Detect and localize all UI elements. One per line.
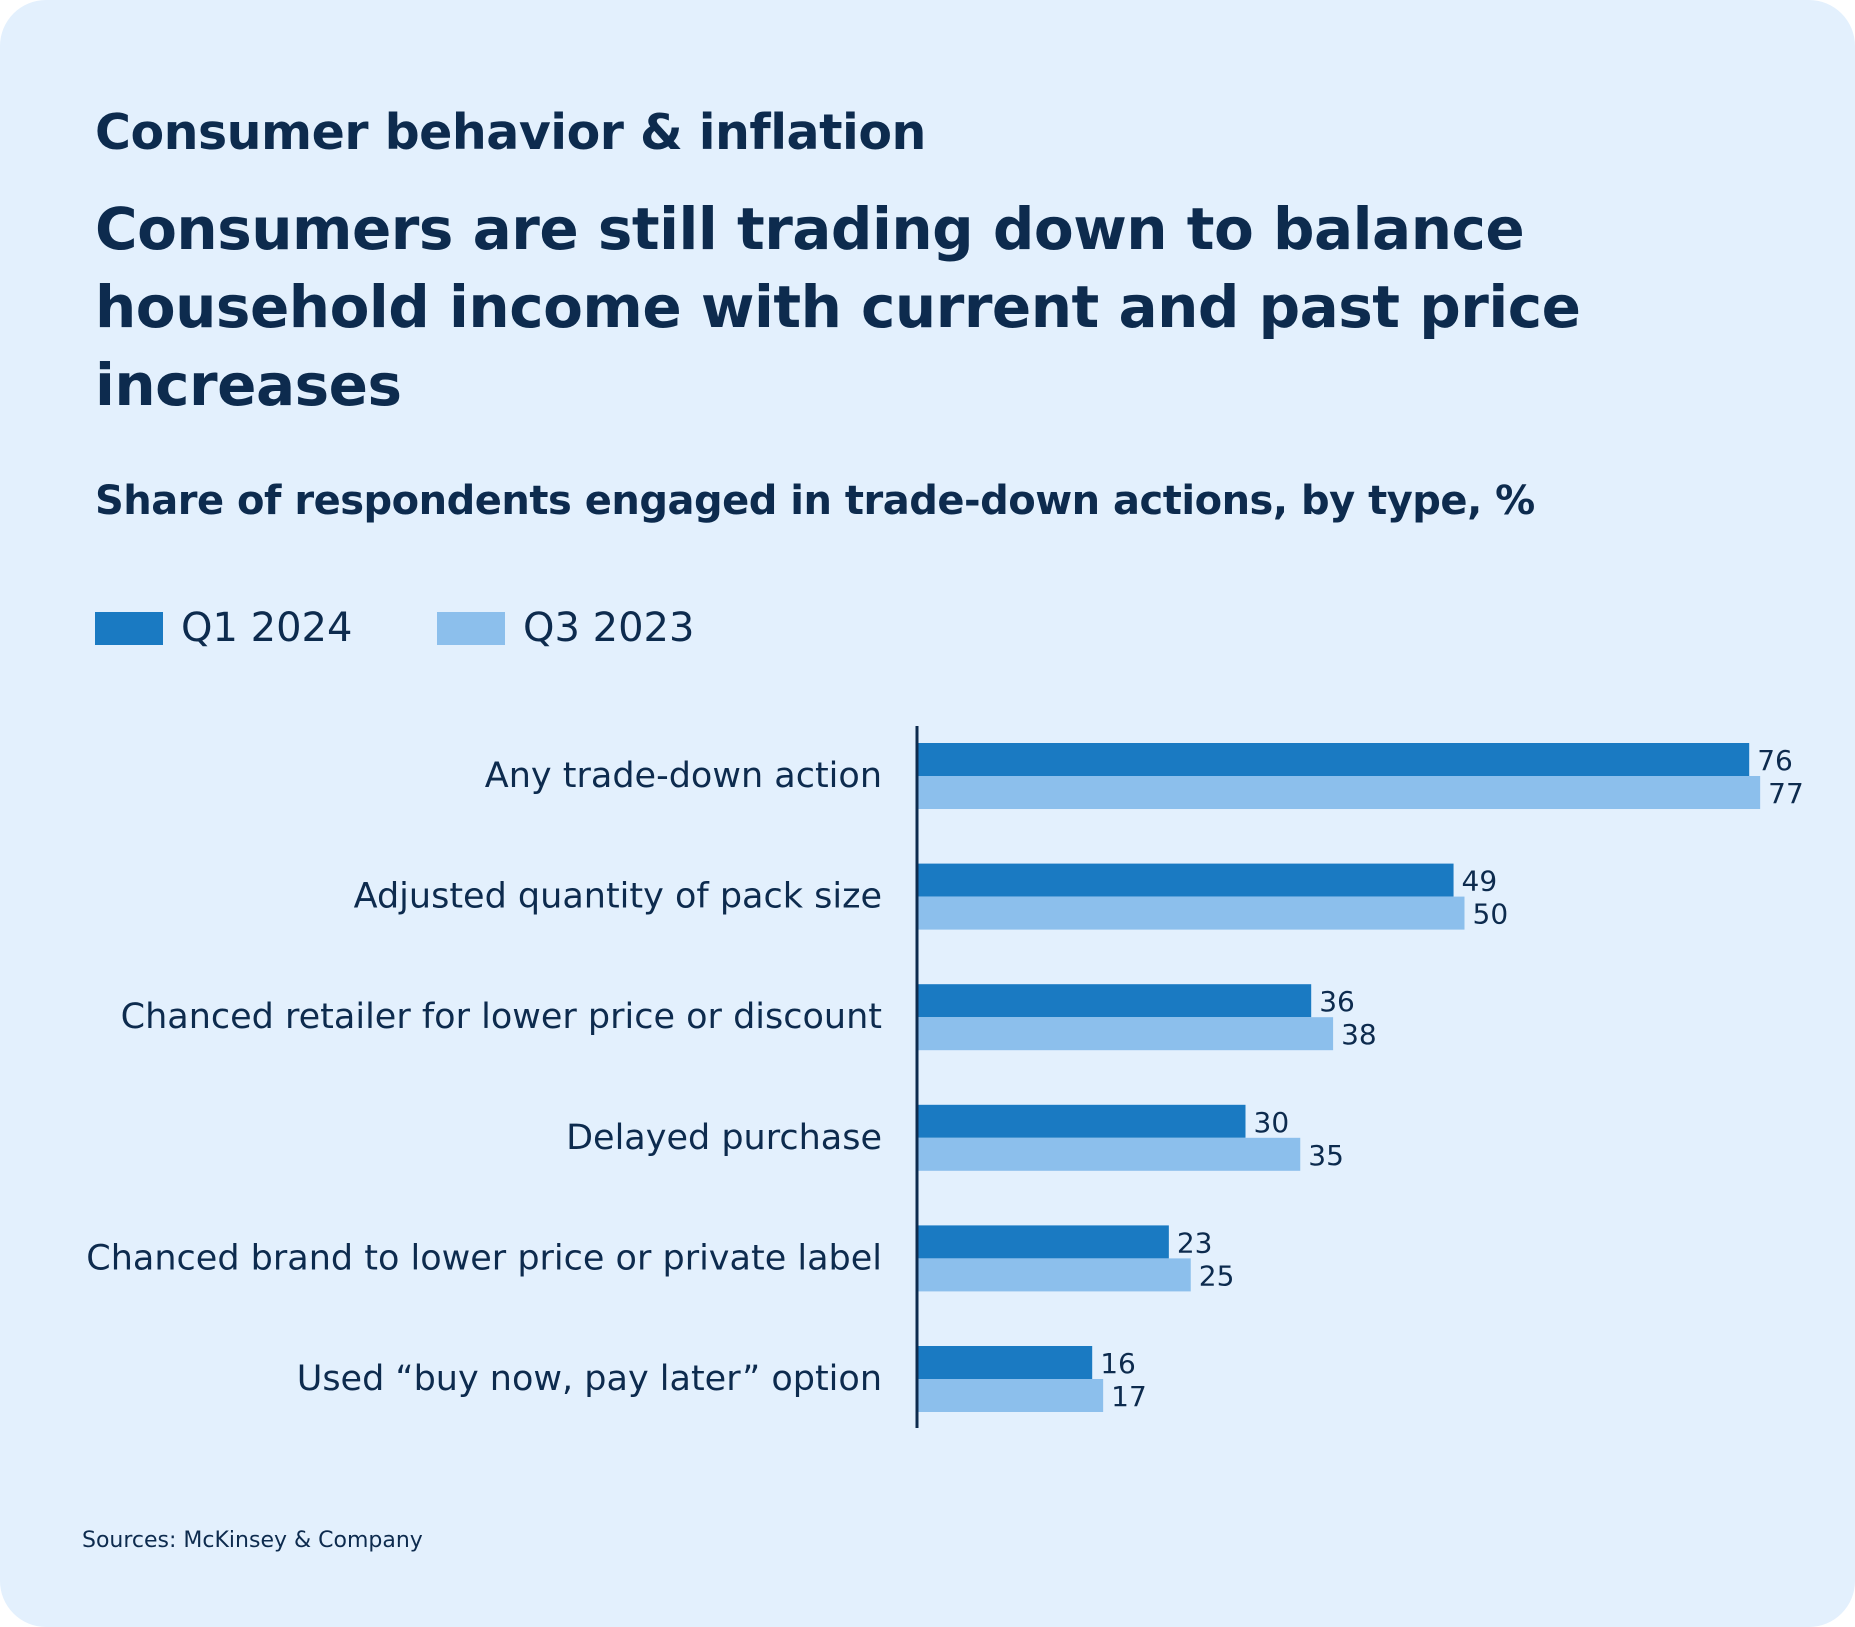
category-label: Chanced retailer for lower price or disc… (121, 997, 882, 1037)
bar-q3-2023 (917, 776, 1761, 809)
bar-q3-2023 (917, 896, 1465, 930)
legend-swatch-q1-2024 (95, 612, 163, 645)
data-label-q1-2024: 30 (1254, 1106, 1290, 1139)
data-label-q1-2024: 49 (1462, 865, 1498, 898)
category-label: Chanced brand to lower price or private … (86, 1238, 882, 1278)
data-label-q3-2023: 35 (1308, 1139, 1344, 1172)
legend-label-q3-2023: Q3 2023 (523, 605, 695, 651)
bar-q3-2023 (917, 1258, 1191, 1292)
category-label: Delayed purchase (566, 1118, 882, 1158)
chart-title: Share of respondents engaged in trade-do… (95, 478, 1535, 524)
data-label-q1-2024: 23 (1177, 1226, 1213, 1259)
headline: Consumers are still trading down to bala… (95, 195, 1581, 419)
bar-q1-2024 (917, 1346, 1093, 1379)
data-label-q1-2024: 76 (1757, 744, 1793, 777)
section-kicker: Consumer behavior & inflation (95, 104, 926, 161)
category-label: Used “buy now, pay later” option (297, 1359, 882, 1399)
bar-q1-2024 (917, 863, 1454, 897)
source-note: Sources: McKinsey & Company (82, 1528, 423, 1553)
data-label-q1-2024: 36 (1319, 985, 1355, 1018)
category-label: Adjusted quantity of pack size (354, 877, 882, 917)
category-label: Any trade-down action (485, 756, 882, 796)
legend-swatch-q3-2023 (437, 612, 505, 645)
data-label-q3-2023: 38 (1341, 1018, 1377, 1051)
data-label-q1-2024: 16 (1100, 1347, 1136, 1380)
data-label-q3-2023: 17 (1111, 1380, 1147, 1413)
legend-label-q1-2024: Q1 2024 (181, 605, 353, 651)
bar-q3-2023 (917, 1137, 1301, 1171)
bar-q1-2024 (917, 1225, 1169, 1259)
data-label-q3-2023: 25 (1199, 1259, 1235, 1292)
data-label-q3-2023: 50 (1473, 898, 1509, 931)
bar-q3-2023 (917, 1379, 1104, 1412)
bar-q3-2023 (917, 1017, 1334, 1051)
bar-q1-2024 (917, 984, 1312, 1018)
data-label-q3-2023: 77 (1768, 777, 1804, 810)
bar-q1-2024 (917, 1104, 1246, 1138)
bar-q1-2024 (917, 743, 1750, 776)
